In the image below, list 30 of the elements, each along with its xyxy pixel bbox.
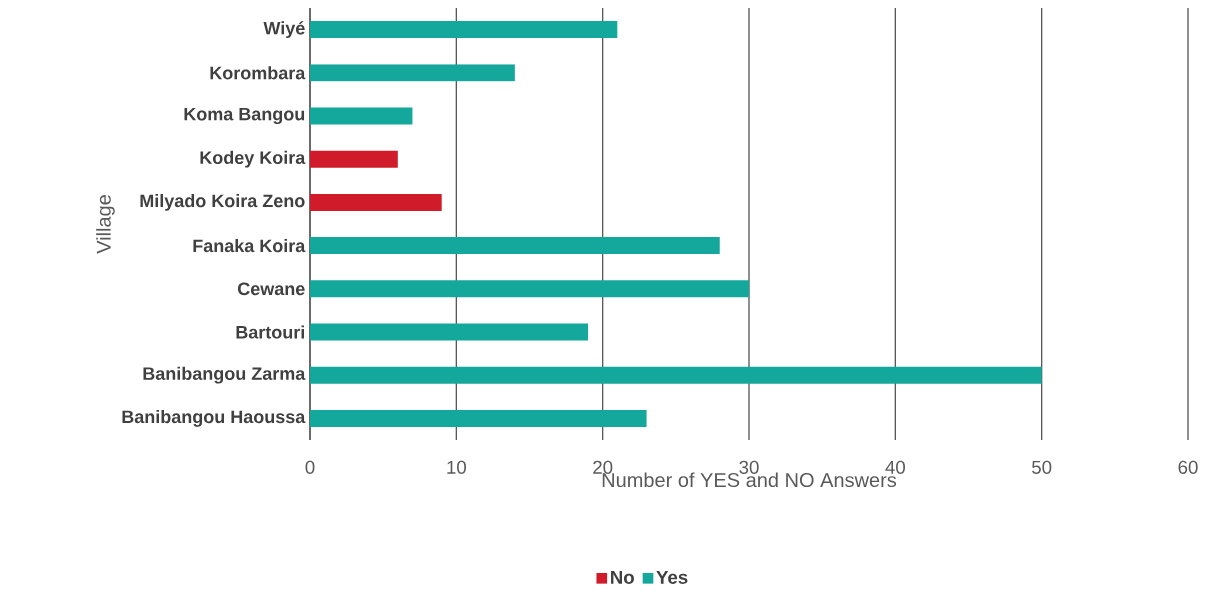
bar [310,21,618,39]
y-tick-label: Bartouri [236,325,305,339]
y-tick-label: Banibangou Haoussa [122,409,306,427]
x-tick-label: 40 [885,460,905,474]
y-tick-label: Kodey Koira [200,150,306,168]
x-tick-label: 10 [447,460,466,474]
y-tick-label: Banibangou Zarma [143,366,306,384]
y-tick-label: Wiyé [263,21,305,39]
bar [310,323,589,341]
x-tick-label: 30 [739,460,759,474]
x-tick-label: 0 [305,460,315,474]
bar [310,193,442,211]
y-tick-label: Fanaka Koira [193,238,306,253]
x-tick-label: 50 [1032,460,1052,474]
legend-label: No [611,570,634,584]
y-tick-label: Milyado Koira Zeno [140,194,305,211]
x-tick-label: 20 [593,460,613,474]
bar [310,237,720,255]
y-tick-label: Koma Bangou [184,107,305,125]
bar [310,280,749,298]
bar [310,64,515,82]
legend-label: Yes [656,570,688,584]
x-tick-label: 60 [1178,460,1198,474]
bar [310,409,647,427]
y-tick-label: Korombara [210,66,306,80]
bar [310,107,413,125]
bar [310,150,398,168]
y-axis-title: Village [96,195,115,254]
bar [310,366,1042,384]
y-tick-label: Cewane [238,282,305,296]
